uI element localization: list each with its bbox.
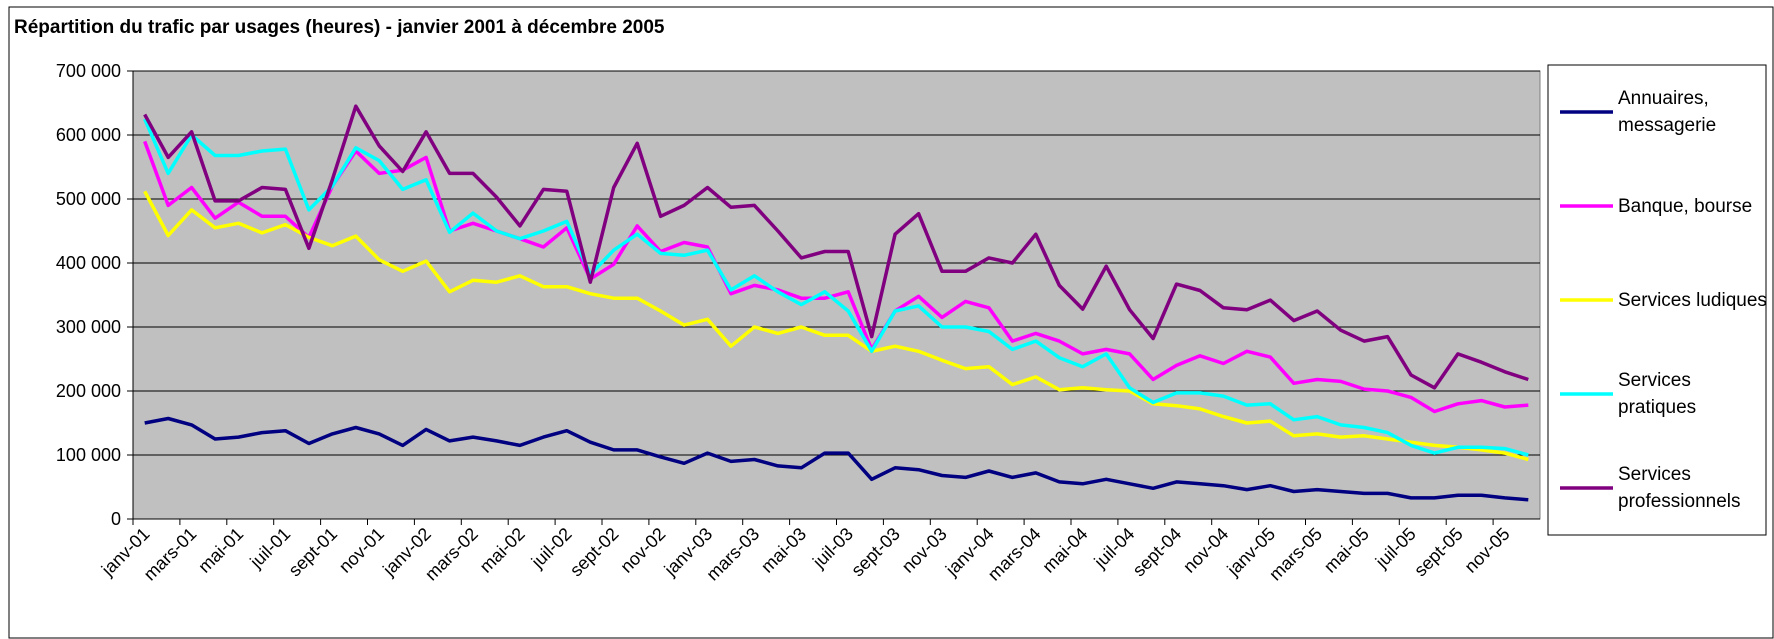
y-tick-label: 600 000: [56, 125, 121, 145]
x-tick-label: mai-01: [194, 524, 247, 577]
x-tick-label: sept-02: [566, 524, 623, 581]
x-tick-label: nov-05: [1461, 524, 1514, 577]
y-tick-label: 0: [111, 509, 121, 529]
x-tick-label: nov-01: [335, 524, 388, 577]
x-tick-label: sept-05: [1410, 524, 1467, 581]
y-tick-label: 400 000: [56, 253, 121, 273]
x-tick-label: mars-02: [421, 524, 482, 585]
legend-label: Services pratiques: [1618, 370, 1697, 418]
x-tick-label: sept-03: [847, 524, 904, 581]
y-tick-label: 100 000: [56, 445, 121, 465]
legend-label: Banque, bourse: [1618, 195, 1753, 217]
x-tick-label: mars-03: [702, 524, 763, 585]
x-tick-label: nov-04: [1179, 524, 1232, 577]
x-tick-label: mars-05: [1265, 524, 1326, 585]
y-tick-label: 700 000: [56, 61, 121, 81]
series-line: [144, 416, 1529, 502]
x-tick-label: mai-04: [1038, 524, 1091, 577]
y-tick-label: 500 000: [56, 189, 121, 209]
y-tick-label: 300 000: [56, 317, 121, 337]
x-tick-label: nov-02: [616, 524, 669, 577]
chart-title: Répartition du trafic par usages (heures…: [14, 17, 665, 38]
x-tick-label: mai-05: [1320, 524, 1373, 577]
legend-label: Annuaires, messagerie: [1618, 88, 1717, 136]
x-tick-label: mai-03: [757, 524, 810, 577]
series-line: [143, 190, 1529, 462]
x-tick-label: sept-04: [1129, 524, 1186, 581]
x-tick-label: mars-04: [984, 524, 1045, 585]
x-tick-label: nov-03: [898, 524, 951, 577]
legend-label: Services ludiques: [1618, 289, 1767, 311]
series-line: [143, 104, 1529, 390]
x-tick-label: mai-02: [476, 524, 529, 577]
x-tick-label: sept-01: [285, 524, 342, 581]
legend-label: Services professionnels: [1618, 464, 1741, 512]
series-line: [143, 118, 1529, 457]
y-tick-label: 200 000: [56, 381, 121, 401]
series-line: [143, 140, 1529, 414]
x-tick-label: mars-01: [140, 524, 201, 585]
chart-border: [8, 6, 1774, 639]
